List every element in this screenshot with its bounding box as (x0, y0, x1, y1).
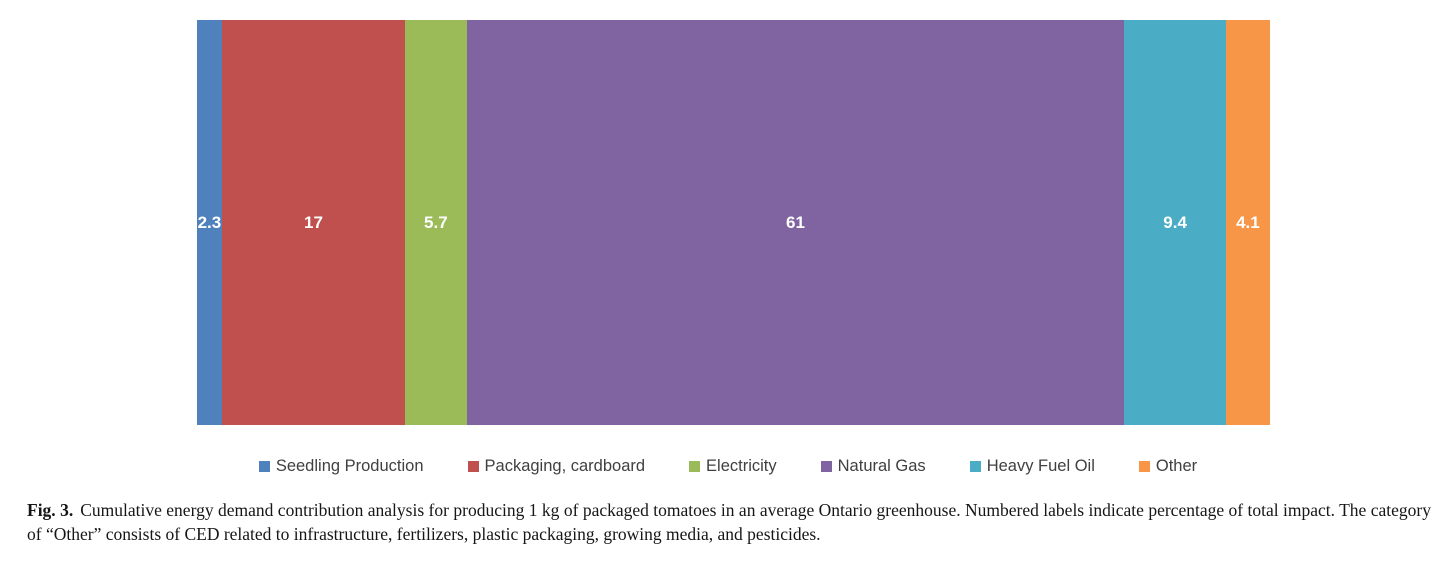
bar-segment-other: 4.1 (1225, 20, 1270, 425)
legend-label: Packaging, cardboard (484, 457, 646, 475)
legend-swatch-icon (258, 460, 270, 472)
bar-segment-seedling-production: 2.3 (197, 20, 222, 425)
caption-text: Cumulative energy demand contribution an… (27, 500, 1431, 544)
legend-label: Electricity (706, 457, 777, 475)
caption-fig-label: Fig. 3. (27, 500, 74, 520)
legend-swatch-icon (820, 460, 832, 472)
legend-swatch-icon (1138, 460, 1150, 472)
segment-value-label: 4.1 (1236, 213, 1260, 232)
segment-value-label: 9.4 (1163, 213, 1187, 232)
legend-swatch-icon (467, 460, 479, 472)
legend-item-packaging-cardboard: Packaging, cardboard (467, 457, 646, 475)
legend-item-electricity: Electricity (689, 458, 777, 475)
figure-caption: Fig. 3. Cumulative energy demand contribu… (27, 498, 1431, 546)
legend-label: Heavy Fuel Oil (986, 457, 1095, 475)
legend-label: Other (1155, 457, 1198, 475)
legend-label: Seedling Production (275, 457, 424, 475)
segment-value-label: 17 (304, 213, 323, 232)
legend-label: Natural Gas (837, 457, 926, 475)
bar-segment-packaging-cardboard: 17 (221, 20, 406, 425)
legend-item-natural-gas: Natural Gas (820, 457, 926, 475)
bar-segment-natural-gas: 61 (466, 20, 1125, 425)
legend-item-seedling-production: Seedling Production (258, 457, 424, 475)
segment-value-label: 61 (786, 213, 805, 232)
segment-value-label: 2.3 (197, 213, 222, 232)
stacked-bar: 2.3 17 5.7 61 9.4 4.1 (197, 20, 1270, 425)
bar-segment-electricity: 5.7 (405, 20, 467, 425)
chart-legend: Seedling Production Packaging, cardboard E… (0, 458, 1456, 475)
bar-segment-heavy-fuel-oil: 9.4 (1124, 20, 1226, 425)
legend-item-heavy-fuel-oil: Heavy Fuel Oil (969, 457, 1095, 475)
legend-swatch-icon (689, 460, 701, 472)
segment-value-label: 5.7 (424, 213, 448, 232)
legend-swatch-icon (969, 460, 981, 472)
legend-item-other: Other (1138, 457, 1198, 475)
